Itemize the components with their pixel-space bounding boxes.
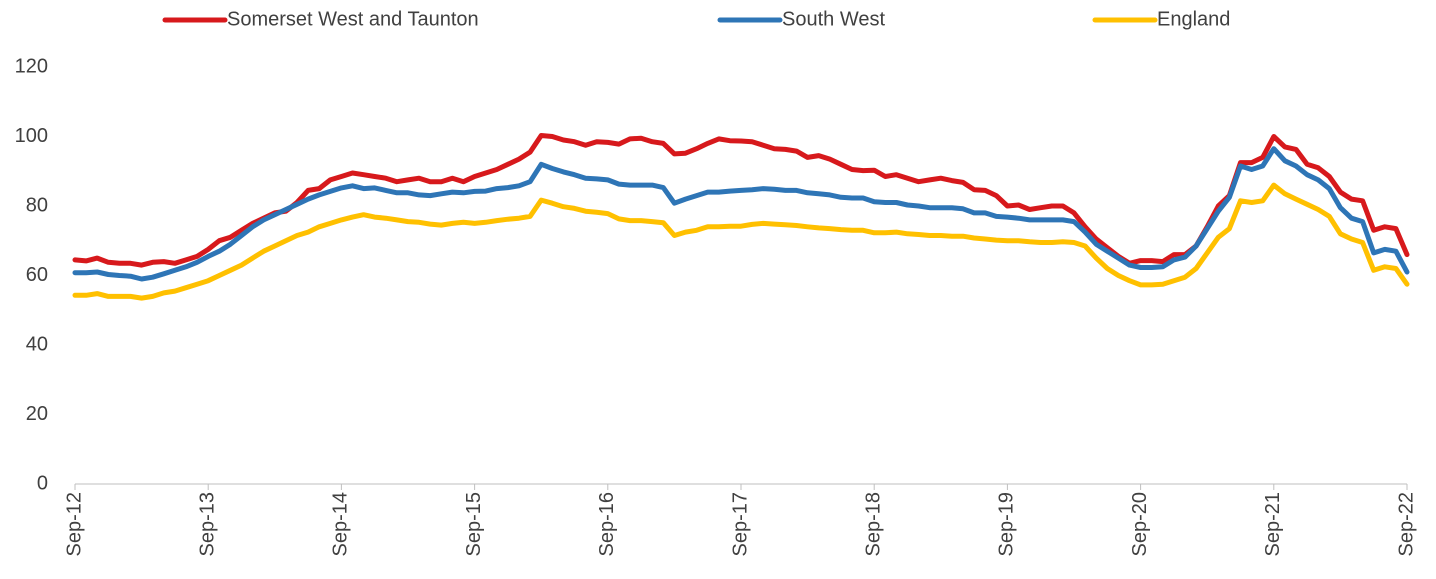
y-tick-label: 80	[26, 194, 48, 216]
x-tick-label: Sep-19	[996, 492, 1018, 557]
series-line	[72, 146, 1410, 282]
x-tick-label: Sep-12	[63, 492, 85, 557]
x-tick-label: Sep-13	[196, 492, 218, 557]
x-tick-label: Sep-14	[330, 492, 352, 557]
legend-label: South West	[782, 8, 885, 30]
x-tick-label: Sep-20	[1129, 492, 1151, 557]
x-tick-label: Sep-15	[463, 492, 485, 557]
x-tick-label: Sep-21	[1262, 492, 1284, 557]
y-tick-label: 120	[15, 55, 48, 77]
y-tick-label: 0	[37, 472, 48, 494]
legend-label: England	[1157, 8, 1230, 30]
y-tick-label: 20	[26, 403, 48, 425]
y-tick-label: 100	[15, 125, 48, 147]
series-line	[72, 182, 1410, 301]
legend-label: Somerset West and Taunton	[227, 8, 479, 30]
x-tick-label: Sep-22	[1395, 492, 1417, 557]
x-tick-label: Sep-18	[862, 492, 884, 557]
x-tick-label: Sep-16	[596, 492, 618, 557]
y-tick-label: 40	[26, 333, 48, 355]
x-tick-label: Sep-17	[729, 492, 751, 557]
y-tick-label: 60	[26, 264, 48, 286]
